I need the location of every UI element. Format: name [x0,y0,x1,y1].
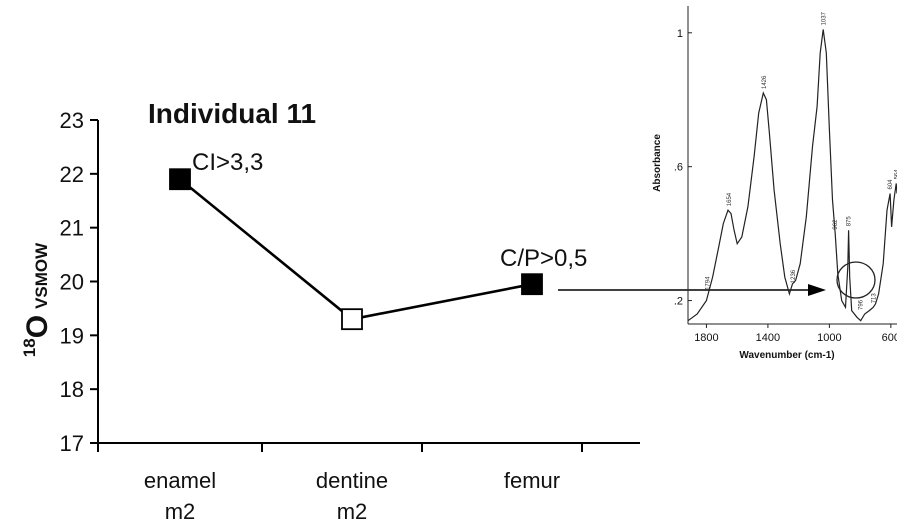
spectrum-y-tick-label: 1 [677,28,683,40]
peak-label: 962 [833,219,839,230]
y-tick-label: 17 [60,431,84,456]
y-tick-label: 19 [60,323,84,348]
delta18o-line-chart: 17 18 19 20 21 22 23 enamel m2 dentine m2 femur In… [20,98,640,524]
x-category-label: dentine m2 [316,468,388,524]
annotations: CI>3,3 C/P>0,5 [192,149,587,272]
peak-label: 1236 [791,269,797,283]
data-point-marker [169,168,191,191]
peak-label: 796 [859,299,865,310]
ftir-spectrum-inset: 1 .6 .2 1800 1400 1000 600 1794 1654 1426 1236 10… [652,6,897,361]
x-category-label-line: m2 [165,499,196,524]
x-category-label: femur [504,468,560,493]
point-annotation: C/P>0,5 [500,245,587,272]
y-tick-label: 23 [60,108,84,133]
peak-label: 713 [872,293,878,304]
data-point-marker [521,273,543,296]
peak-label: 1654 [727,192,733,206]
spectrum-x-tick-label: 1400 [756,332,780,344]
series-line [179,178,533,321]
y-label-main: O [21,315,54,338]
spectrum-x-ticks: 1800 1400 1000 600 [694,324,897,344]
spectrum-y-tick-label: .2 [674,296,683,308]
spectrum-x-axis-label: Wavenumber (cm-1) [739,350,834,361]
x-category-label-line: dentine [316,468,388,493]
y-tick-label: 18 [60,377,84,402]
spectrum-y-axis-label: Absorbance [652,134,663,192]
peak-label: 1426 [762,75,768,89]
x-category-label-line: enamel [144,468,216,493]
pointer-arrow [558,284,826,296]
chart-title: Individual 11 [148,98,316,129]
peak-label: 604 [888,179,894,190]
y-axis-label-text: 18O VSMOW [20,242,54,357]
x-axis: enamel m2 dentine m2 femur [97,442,640,524]
y-axis-label: 18O VSMOW [20,242,54,357]
highlight-circle [836,261,876,299]
y-label-superscript: 18 [20,338,39,357]
spectrum-frame [687,6,897,325]
spectrum-x-tick-label: 600 [882,332,897,344]
peak-label: 1794 [705,276,711,290]
y-tick-label: 20 [60,270,84,295]
y-label-subscript: VSMOW [32,242,51,309]
x-category-label-line: femur [504,468,560,493]
spectrum-x-tick-label: 1800 [694,332,718,344]
arrow-head [808,284,826,296]
point-annotation: CI>3,3 [192,149,263,176]
peak-label: 875 [847,216,853,227]
spectrum-y-ticks: 1 .6 .2 [674,28,692,308]
spectrum-x-tick-label: 1000 [817,332,841,344]
peak-label: 1037 [822,11,828,25]
x-category-label: enamel m2 [144,468,216,524]
peak-label: 564 [894,169,897,180]
y-tick-label: 21 [60,216,84,241]
data-point-marker [341,308,363,331]
spectrum-y-tick-label: .6 [674,162,683,174]
y-axis: 17 18 19 20 21 22 23 [60,108,99,456]
spectrum-line [687,29,897,322]
y-tick-label: 22 [60,162,84,187]
x-category-label-line: m2 [337,499,368,524]
series [169,168,543,331]
